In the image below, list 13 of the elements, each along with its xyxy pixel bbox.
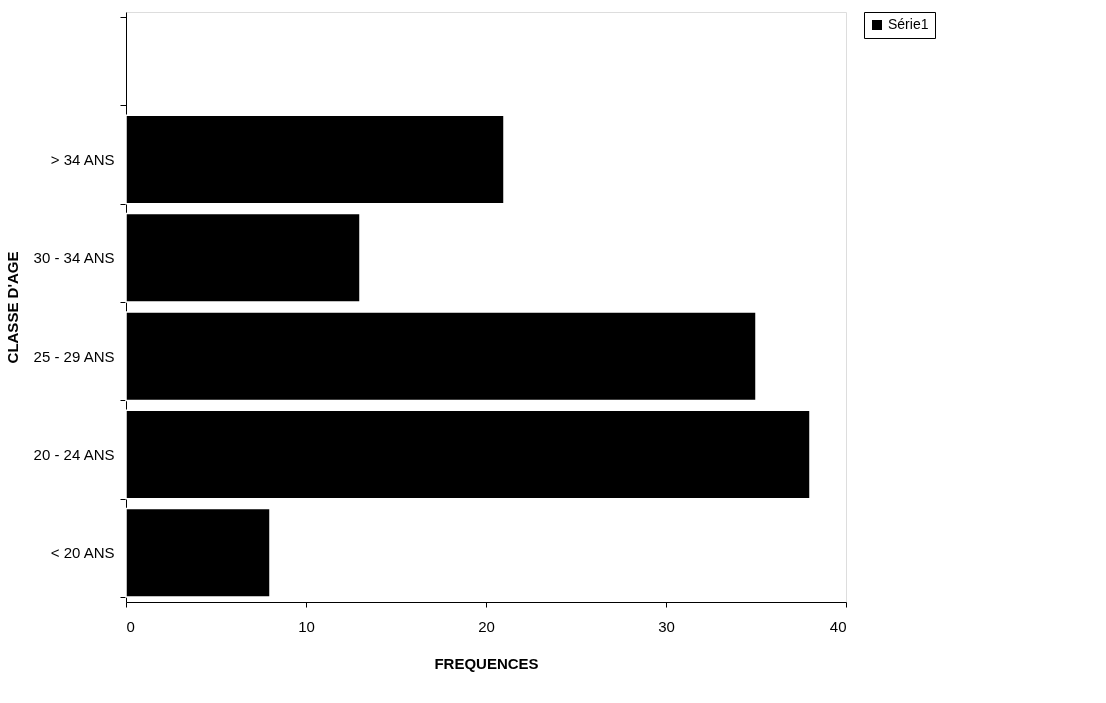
x-axis-title: FREQUENCES [434, 654, 539, 672]
y-tick-label: < 20 ANS [50, 544, 115, 562]
x-tick-label: 30 [658, 617, 675, 635]
y-tick-label: 20 - 24 ANS [33, 446, 115, 463]
y-axis-title: CLASSE D'AGE [3, 251, 21, 364]
y-tick-label: 25 - 29 ANS [33, 347, 115, 365]
x-tick-label: 0 [126, 617, 135, 635]
x-tick-label: 20 [478, 617, 495, 635]
x-tick-label: 10 [298, 617, 315, 635]
y-tick-label: 30 - 34 ANS [33, 249, 115, 267]
legend-label: Série1 [888, 16, 929, 32]
y-tick-label: > 34 ANS [50, 151, 115, 168]
x-tick-label: 40 [829, 617, 847, 635]
